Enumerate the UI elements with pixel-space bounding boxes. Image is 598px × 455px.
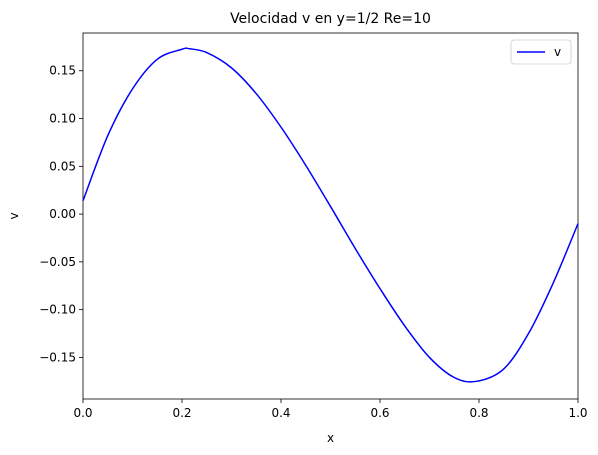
legend-label: v [554, 45, 561, 59]
y-tick-label: 0.10 [49, 112, 76, 126]
x-axis-label: x [327, 431, 334, 445]
x-tick-label: 0.2 [172, 406, 191, 420]
x-tick-label: 1.0 [568, 406, 587, 420]
y-axis-label: v [7, 212, 21, 219]
y-tick-label: −0.10 [39, 303, 76, 317]
plot-background [83, 33, 578, 399]
y-tick-label: 0.05 [49, 159, 76, 173]
series-layer [82, 47, 579, 383]
y-tick-label: 0.15 [49, 64, 76, 78]
plot-frame [82, 32, 579, 400]
x-tick-label: 0.8 [469, 406, 488, 420]
chart-title: Velocidad v en y=1/2 Re=10 [230, 11, 431, 27]
series-line-v [82, 47, 579, 383]
x-tick-label: 0.4 [271, 406, 290, 420]
y-tick-label: −0.15 [39, 350, 76, 364]
y-tick-label: 0.00 [49, 207, 76, 221]
axis-ticks: 0.0 0.2 0.4 0.6 0.8 1.0 0.15 0.10 0.05 0.00 −0.05 −… [39, 64, 587, 420]
x-tick-label: 0.0 [73, 406, 92, 420]
y-tick-label: −0.05 [39, 255, 76, 269]
plot-area [82, 32, 579, 400]
legend: v [510, 39, 572, 65]
x-tick-label: 0.6 [370, 406, 389, 420]
